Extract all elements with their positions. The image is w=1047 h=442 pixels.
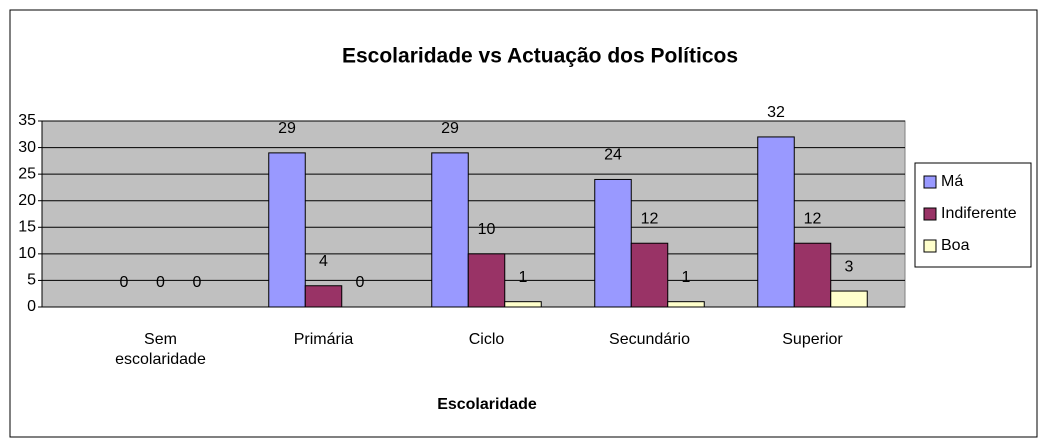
legend-label: Má	[941, 173, 963, 190]
y-tick-label: 30	[18, 139, 36, 156]
legend-label: Indiferente	[941, 205, 1017, 222]
data-label: 0	[156, 274, 165, 291]
y-tick-label: 0	[27, 298, 36, 315]
data-label: 29	[278, 120, 296, 137]
y-tick-label: 5	[27, 272, 36, 289]
data-label: 1	[682, 269, 691, 286]
x-tick-label: Secundário	[609, 331, 690, 348]
x-tick-label: Primária	[293, 331, 354, 348]
legend-swatch	[923, 207, 937, 221]
data-label: 32	[767, 104, 785, 121]
data-label: 4	[319, 253, 328, 270]
y-tick-label: 10	[18, 245, 36, 262]
data-label: 12	[804, 210, 822, 227]
data-label: 24	[604, 147, 622, 164]
bar	[667, 301, 705, 308]
bar	[757, 136, 795, 308]
x-axis-title: Escolaridade	[437, 396, 537, 413]
bar	[630, 242, 669, 308]
data-label: 0	[193, 274, 202, 291]
bar	[431, 152, 469, 308]
y-tick-label: 15	[18, 219, 36, 236]
legend-label: Boa	[941, 237, 970, 254]
bar	[793, 242, 832, 308]
y-tick-label: 25	[18, 165, 36, 182]
data-label: 1	[519, 269, 528, 286]
bar	[504, 301, 542, 308]
y-tick-label: 35	[18, 112, 36, 129]
data-label: 3	[845, 258, 854, 275]
y-tick-label: 20	[18, 192, 36, 209]
chart-title: Escolaridade vs Actuação dos Políticos	[342, 45, 738, 68]
data-label: 12	[641, 210, 659, 227]
x-tick-label: Superior	[782, 331, 843, 348]
data-label: 29	[441, 120, 459, 137]
bar	[594, 178, 632, 308]
bar	[268, 152, 306, 308]
data-label: 0	[356, 274, 365, 291]
bar	[830, 290, 868, 308]
bar	[467, 253, 506, 308]
x-tick-label: Ciclo	[468, 331, 505, 348]
x-tick-label: Sem escolaridade	[115, 331, 206, 368]
data-label: 0	[120, 274, 129, 291]
data-label: 10	[478, 221, 496, 238]
legend-swatch	[923, 239, 937, 253]
bar	[304, 285, 343, 308]
legend-swatch	[923, 175, 937, 189]
